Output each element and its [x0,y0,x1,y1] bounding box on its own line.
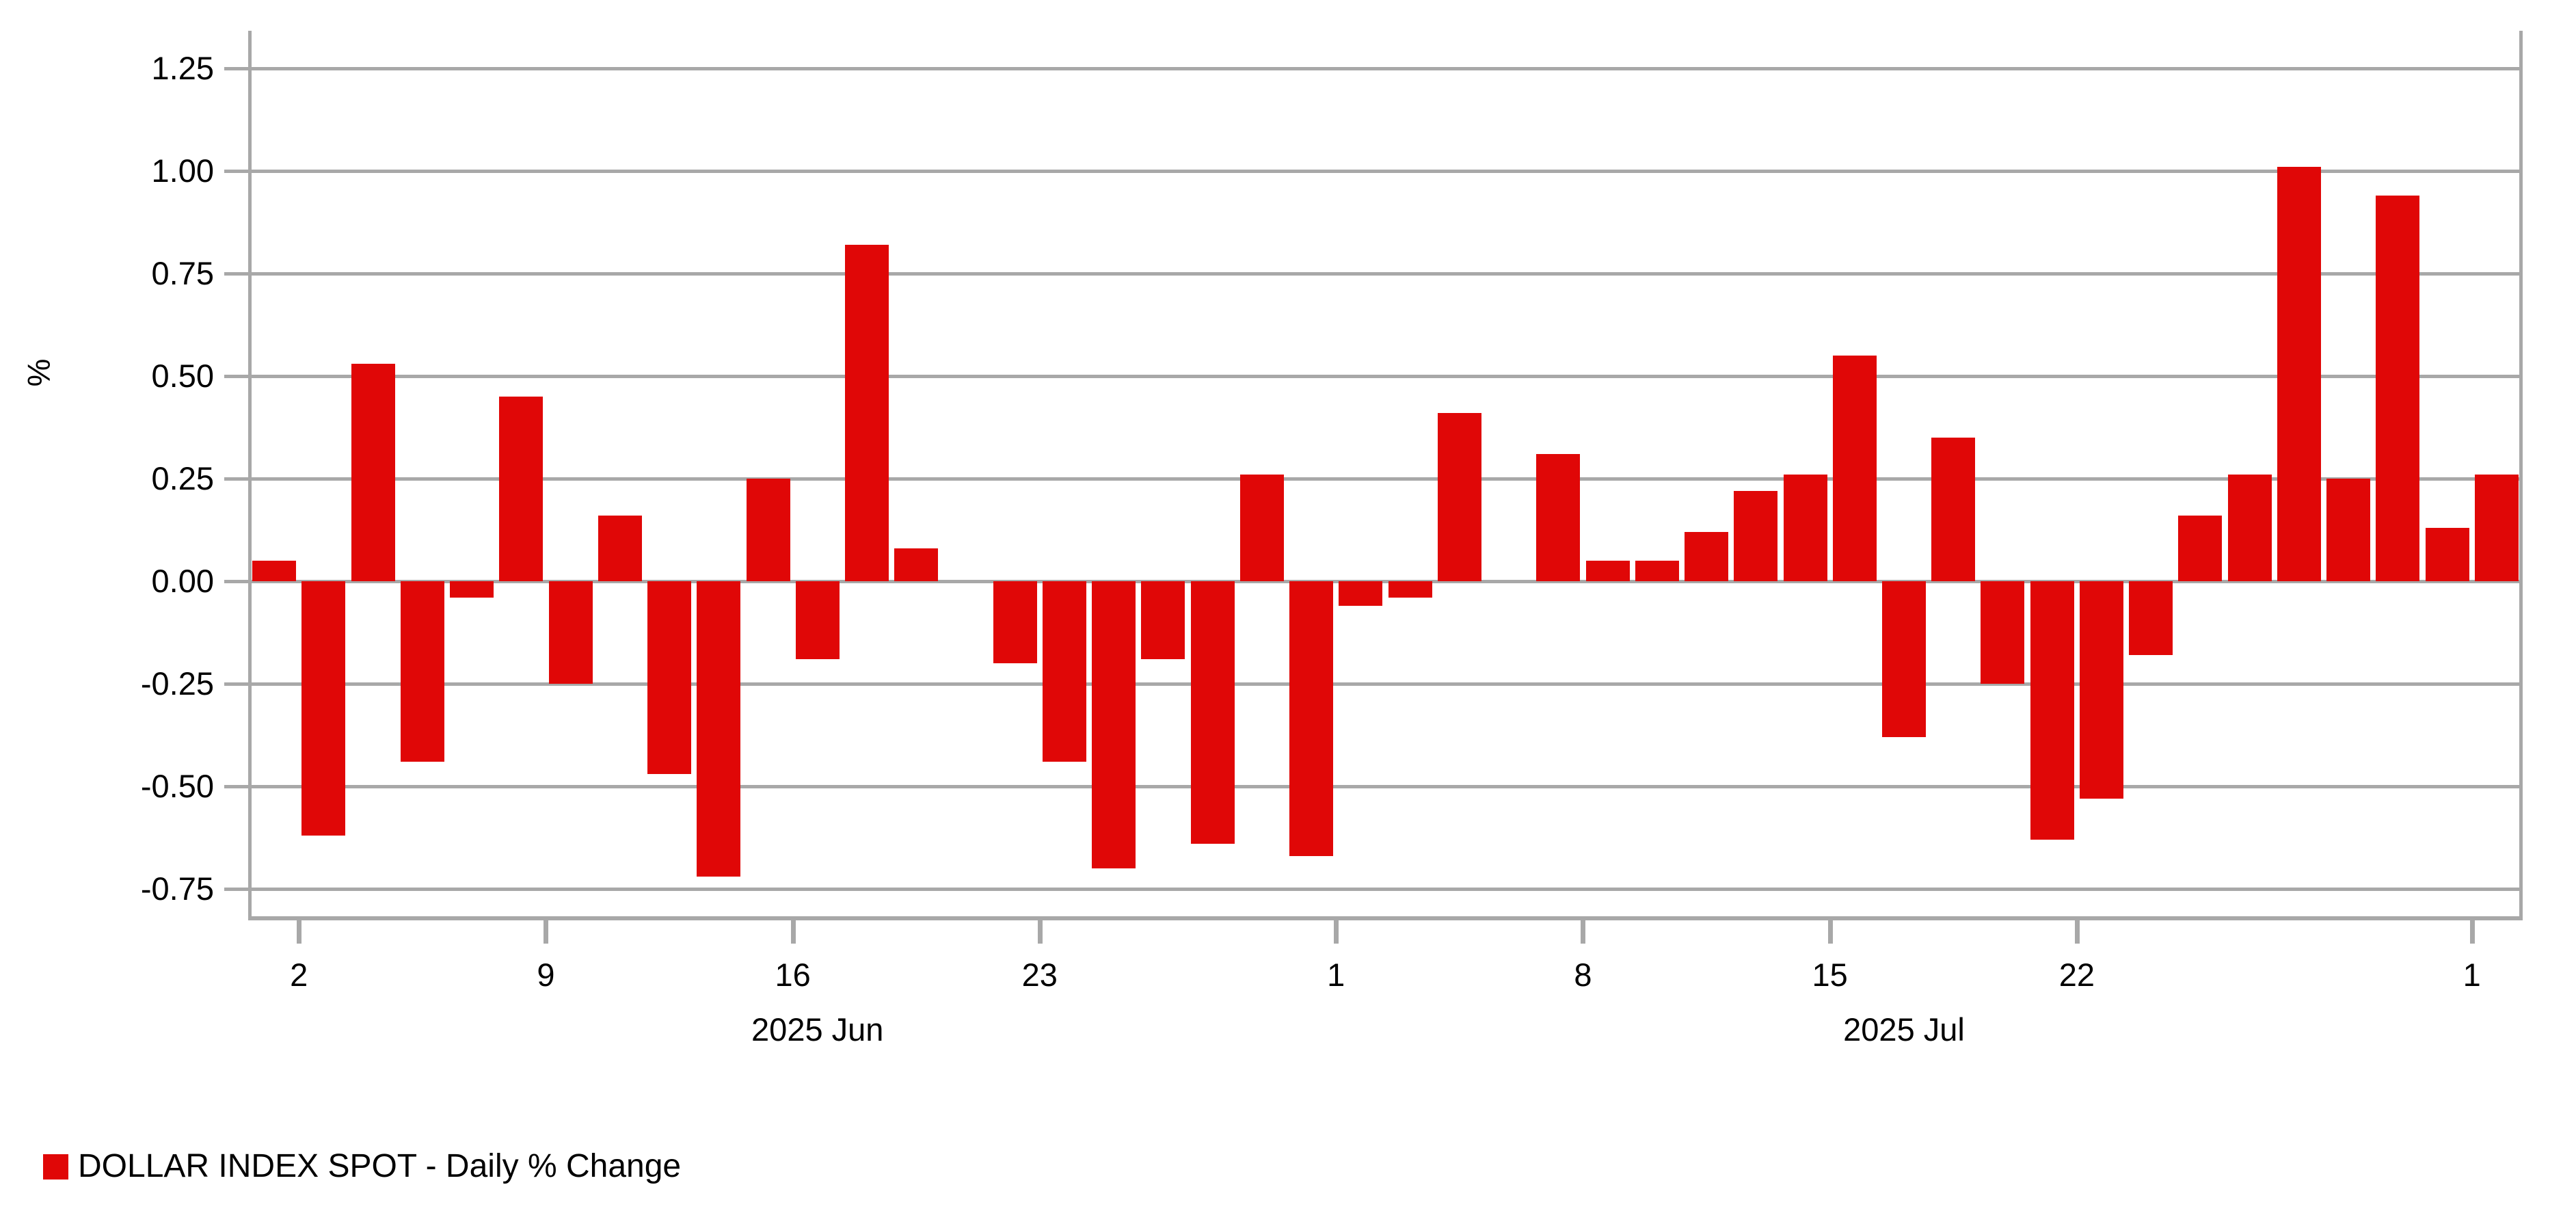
bar-jul-31[interactable] [2425,528,2469,581]
bar-jun-20[interactable] [993,581,1037,663]
y-tick-mark [224,67,250,70]
y-tick-mark [224,580,250,583]
gridline-y-0.00 [248,580,2521,583]
x-tick-mark [1334,920,1339,944]
month-label: 2025 Jun [751,1011,884,1048]
bar-jul-18[interactable] [1981,581,2025,684]
gridline-y-1.25 [248,67,2521,70]
y-tick-label: 1.00 [151,152,214,189]
bar-jul-7[interactable] [1536,454,1581,581]
y-tick-label: 0.75 [151,255,214,291]
bar-jul-29[interactable] [2326,479,2371,581]
bar-jun-18[interactable] [894,548,939,581]
bar-jul-14[interactable] [1783,475,1827,581]
legend: DOLLAR INDEX SPOT - Daily % Change [43,1149,681,1184]
bar-may-30[interactable] [252,561,297,581]
y-tick-mark [224,272,250,276]
x-tick-mark [297,920,302,944]
y-tick-label: -0.50 [140,768,214,804]
x-axis-line [248,916,2521,920]
bar-jun-5[interactable] [450,581,494,598]
bar-jul-24[interactable] [2178,516,2223,581]
y-tick-label: 0.25 [151,460,214,496]
bar-jun-12[interactable] [697,581,741,877]
bar-jul-9[interactable] [1635,561,1679,581]
y-tick-label: 0.00 [151,563,214,599]
y-tick-mark [224,375,250,378]
bar-jun-24[interactable] [1092,581,1136,868]
x-tick-label: 1 [2463,957,2481,993]
y-axis-label: % [21,358,57,387]
x-tick-mark [790,920,796,944]
y-tick-mark [224,682,250,686]
y-tick-label: -0.25 [140,665,214,702]
plot-right-border [2519,31,2523,920]
y-axis-line [248,31,252,920]
x-tick-mark [1827,920,1833,944]
bar-jun-26[interactable] [1190,581,1235,844]
legend-label: DOLLAR INDEX SPOT - Daily % Change [78,1148,682,1184]
bar-jul-30[interactable] [2376,196,2420,581]
bar-jul-28[interactable] [2277,167,2321,581]
y-tick-mark [224,170,250,173]
x-tick-label: 9 [537,957,555,993]
gridline-y--0.25 [248,682,2521,686]
gridline-y-0.50 [248,375,2521,378]
x-tick-label: 8 [1574,957,1592,993]
bar-jul-23[interactable] [2129,581,2173,655]
bar-jun-25[interactable] [1141,581,1185,659]
bar-jul-16[interactable] [1882,581,1926,737]
month-label: 2025 Jul [1843,1011,1965,1048]
bar-jun-6[interactable] [499,397,544,581]
gridline-y-0.25 [248,477,2521,481]
bar-jul-2[interactable] [1388,581,1432,598]
y-tick-label: 0.50 [151,358,214,394]
bar-jun-10[interactable] [598,516,642,581]
x-tick-label: 22 [2058,957,2095,993]
bar-jun-9[interactable] [548,581,593,684]
bar-jun-23[interactable] [1042,581,1086,762]
gridline-y--0.50 [248,785,2521,788]
x-tick-mark [2074,920,2080,944]
bar-jun-30[interactable] [1289,581,1334,856]
bar-jul-17[interactable] [1931,438,1976,581]
y-tick-mark [224,785,250,788]
bar-jul-8[interactable] [1585,561,1630,581]
bar-jul-1[interactable] [1339,581,1383,606]
legend-swatch [43,1154,68,1180]
bar-jun-27[interactable] [1239,475,1284,581]
x-tick-mark [1037,920,1043,944]
gridline-y-0.75 [248,272,2521,276]
x-tick-mark [2469,920,2475,944]
x-tick-mark [1581,920,1586,944]
bar-jun-13[interactable] [746,479,790,581]
x-tick-label: 2 [290,957,308,993]
bar-jun-17[interactable] [844,245,889,581]
y-tick-mark [224,888,250,891]
x-tick-label: 23 [1021,957,1058,993]
bar-aug-1[interactable] [2474,475,2519,581]
x-tick-label: 16 [775,957,811,993]
bar-jun-16[interactable] [795,581,840,659]
x-tick-label: 15 [1812,957,1848,993]
bar-jun-3[interactable] [351,364,395,581]
gridline-y--0.75 [248,888,2521,891]
bar-jun-4[interactable] [400,581,444,762]
bar-jul-25[interactable] [2227,475,2272,581]
bar-jul-3[interactable] [1437,413,1481,581]
bar-jul-15[interactable] [1832,356,1877,581]
bar-jun-2[interactable] [301,581,346,836]
bar-jun-11[interactable] [647,581,692,774]
bar-jul-21[interactable] [2030,581,2074,840]
y-tick-label: 1.25 [151,50,214,86]
x-tick-label: 1 [1327,957,1345,993]
bar-jul-10[interactable] [1685,532,1729,581]
bar-jul-11[interactable] [1734,491,1778,581]
bar-jul-22[interactable] [2079,581,2123,799]
x-tick-mark [544,920,549,944]
y-tick-mark [224,477,250,481]
gridline-y-1.00 [248,170,2521,173]
y-tick-label: -0.75 [140,870,214,907]
